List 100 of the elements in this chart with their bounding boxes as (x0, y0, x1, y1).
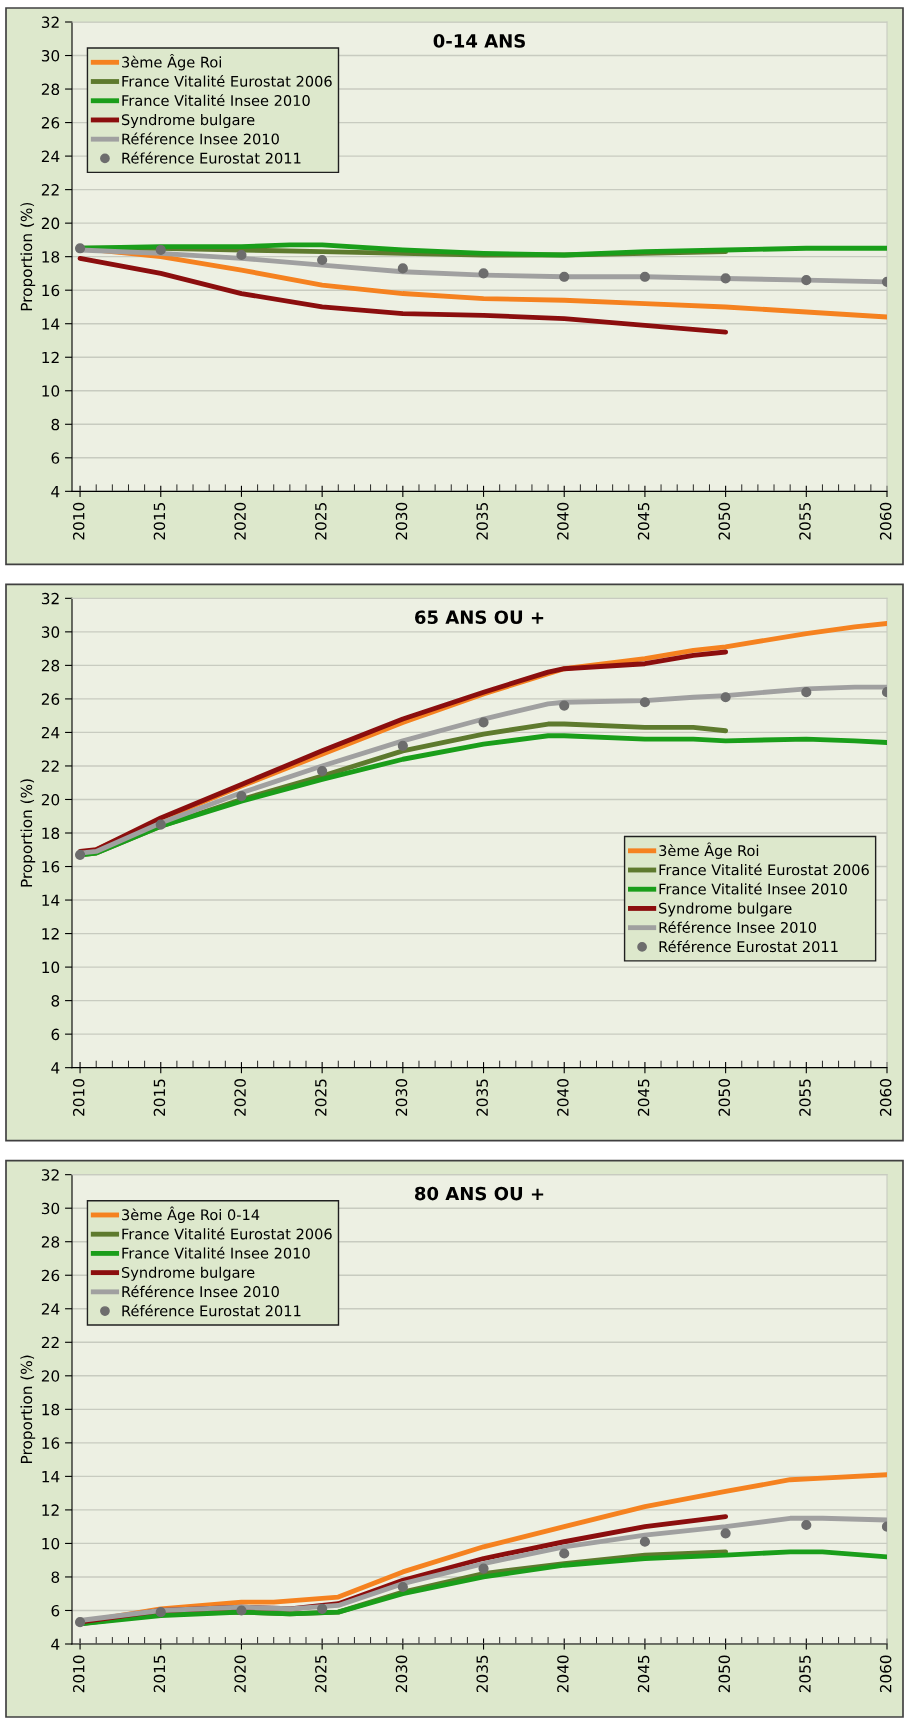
x-tick-label: 2050 (718, 1079, 731, 1116)
x-tick-label: 2020 (234, 1655, 246, 1693)
y-tick-label: 10 (42, 961, 60, 974)
legend-label: Référence Eurostat 2011 (659, 940, 838, 953)
point (801, 687, 812, 698)
legend-label: 3ème Âge Roi 0-14 (122, 1206, 260, 1224)
point (478, 268, 489, 279)
x-tick-label: 2060 (879, 502, 892, 540)
y-tick-label: 32 (41, 1169, 59, 1181)
legend-label: Référence Insee 2010 (659, 921, 817, 933)
point (236, 791, 247, 802)
x-tick-label: 2035 (476, 1655, 488, 1693)
x-tick-label: 2035 (476, 1079, 488, 1116)
point (236, 249, 247, 261)
x-tick-label: 2025 (315, 1655, 327, 1693)
point (74, 243, 86, 254)
point (801, 1519, 812, 1531)
y-tick-label: 28 (41, 1236, 60, 1248)
legend-label: France Vitalité Insee 2010 (659, 882, 847, 895)
y-tick-label: 6 (51, 452, 60, 464)
y-tick-label: 30 (41, 626, 60, 638)
point (74, 1617, 86, 1628)
y-tick-label: 18 (42, 827, 60, 840)
x-tick-label: 2060 (879, 1655, 892, 1693)
y-tick-label: 30 (41, 49, 60, 62)
x-tick-label: 2045 (637, 503, 650, 540)
legend-label: France Vitalité Eurostat 2006 (659, 863, 869, 876)
y-tick-label: 14 (42, 894, 60, 906)
text: 80 ANS OU + (415, 1186, 544, 1201)
x-tick-label: 2030 (395, 502, 408, 540)
y-tick-label: 12 (42, 928, 59, 940)
y-tick-label: 32 (41, 16, 59, 29)
y-tick-label: 32 (41, 592, 59, 605)
y-tick-label: 28 (41, 83, 60, 96)
x-tick-label: 2015 (153, 503, 166, 540)
legend-label: France Vitalité Insee 2010 (122, 94, 310, 107)
x-tick-label: 2055 (799, 1079, 811, 1116)
y-tick-label: 22 (41, 1336, 59, 1349)
text: 0-14 ANS (433, 34, 525, 48)
y-tick-label: 22 (41, 760, 59, 772)
point (720, 1528, 731, 1539)
point (74, 849, 86, 860)
x-tick-label: 2045 (637, 1079, 650, 1116)
point (559, 700, 570, 711)
y-tick-label: 20 (41, 217, 60, 230)
x-tick-label: 2040 (557, 1079, 569, 1116)
legend-label: Syndrome bulgare (659, 902, 792, 917)
y-tick-label: 30 (41, 1202, 60, 1215)
x-tick-label: 2010 (72, 1655, 85, 1693)
x-tick-label: 2025 (315, 503, 327, 540)
y-tick-label: 24 (41, 726, 60, 739)
y-tick-label: 10 (42, 1537, 60, 1550)
point (155, 1607, 166, 1618)
x-tick-label: 2010 (72, 1079, 85, 1116)
point (559, 271, 570, 282)
legend-label: France Vitalité Eurostat 2006 (122, 1227, 332, 1240)
point (397, 740, 408, 751)
x-tick-label: 2020 (234, 1079, 246, 1116)
y-tick-label: 6 (51, 1028, 60, 1041)
x-tick-label: 2055 (799, 1655, 811, 1693)
point (720, 273, 731, 284)
y-tick-label: 12 (42, 1504, 59, 1516)
y-axis-title: Proportion (%) (20, 779, 36, 887)
point (397, 263, 408, 274)
point (559, 1548, 570, 1559)
point (801, 275, 812, 286)
legend-label: 3ème Âge Roi (659, 842, 759, 859)
y-tick-label: 8 (51, 995, 60, 1007)
y-tick-label: 4 (51, 1638, 60, 1650)
x-tick-label: 2030 (395, 1079, 408, 1116)
x-tick-label: 2055 (799, 503, 811, 540)
legend-label: Référence Insee 2010 (122, 1285, 279, 1298)
y-tick-label: 22 (41, 184, 59, 196)
y-tick-label: 16 (42, 1437, 60, 1449)
y-tick-label: 18 (42, 1403, 60, 1416)
y-tick-label: 18 (42, 251, 60, 263)
x-tick-label: 2050 (718, 1655, 731, 1693)
legend-label: Référence Insee 2010 (122, 132, 279, 145)
point (478, 717, 489, 728)
y-tick-label: 26 (41, 117, 60, 129)
x-tick-label: 2040 (557, 502, 569, 540)
point (317, 765, 328, 777)
y-tick-label: 6 (51, 1604, 60, 1617)
x-tick-label: 2040 (557, 1655, 569, 1693)
point (317, 1603, 328, 1614)
y-tick-label: 24 (41, 150, 60, 162)
x-tick-label: 2025 (315, 1079, 327, 1116)
x-tick-label: 2010 (72, 502, 85, 540)
point (639, 271, 651, 282)
x-tick-label: 2020 (234, 502, 246, 540)
point (720, 692, 731, 703)
x-tick-label: 2050 (718, 502, 731, 540)
y-tick-label: 14 (42, 1471, 60, 1483)
point (639, 1536, 651, 1547)
point (397, 1581, 408, 1593)
x-tick-label: 2015 (153, 1079, 166, 1116)
y-tick-label: 4 (51, 486, 60, 498)
y-tick-label: 24 (41, 1303, 60, 1315)
y-tick-label: 16 (42, 860, 60, 873)
point (155, 819, 166, 830)
